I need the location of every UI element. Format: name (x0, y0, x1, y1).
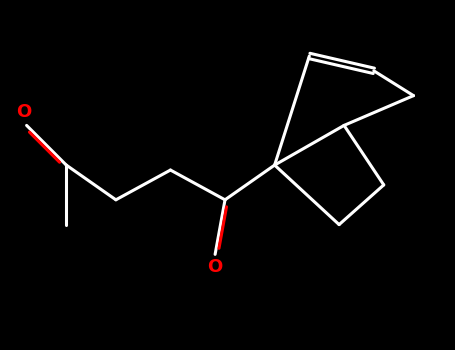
Text: O: O (16, 104, 32, 121)
Text: O: O (207, 258, 223, 276)
